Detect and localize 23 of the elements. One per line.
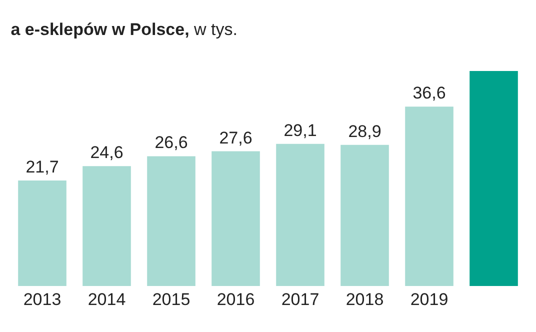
bar [338, 142, 391, 287]
x-tick-label: 2013 [23, 290, 62, 309]
chart-subtitle: w tys. [194, 20, 238, 40]
bar [210, 149, 262, 287]
data-label: 36,6 [412, 84, 446, 103]
x-tick-label: 2019 [410, 290, 448, 309]
data-label: 26,6 [154, 133, 188, 152]
data-label: 27,6 [219, 128, 252, 148]
bar [468, 70, 520, 287]
x-tick-label: 2017 [281, 290, 320, 309]
bar [274, 142, 326, 287]
data-label: 29,1 [284, 120, 317, 140]
bar [80, 164, 133, 287]
bar [403, 104, 456, 287]
data-label: 21,7 [26, 157, 59, 176]
x-tick-label: 2015 [152, 290, 190, 309]
x-tick-label: 2018 [346, 290, 384, 309]
x-tick-label: 2016 [216, 290, 255, 309]
bar [145, 154, 198, 287]
chart-title: a e-sklepów w Polsce, [10, 20, 190, 40]
x-tick-label: 2014 [88, 290, 126, 309]
data-label: 24,6 [90, 143, 124, 162]
data-label: 28,9 [348, 122, 382, 141]
